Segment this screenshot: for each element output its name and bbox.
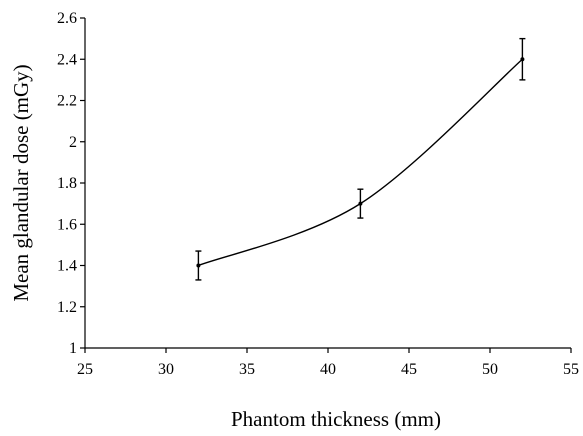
y-tick-label: 1.2: [57, 299, 77, 316]
x-tick-label: 35: [239, 361, 255, 378]
data-point: [358, 201, 363, 206]
y-tick-label: 1.6: [57, 216, 77, 233]
y-tick-label: 2.6: [57, 10, 77, 27]
y-axis-title: Mean glandular dose (mGy): [9, 64, 33, 301]
x-tick-label: 55: [563, 361, 579, 378]
x-tick-label: 50: [482, 361, 498, 378]
x-tick-label: 30: [158, 361, 174, 378]
y-tick-label: 2.2: [57, 93, 77, 110]
y-tick-label: 2.4: [57, 51, 77, 68]
series-line: [198, 58, 523, 267]
data-point: [196, 263, 201, 268]
data-point: [520, 57, 525, 62]
x-axis-title: Phantom thickness (mm): [231, 407, 441, 431]
y-tick-label: 1: [69, 340, 77, 357]
x-tick-label: 25: [77, 361, 93, 378]
y-tick-label: 1.8: [57, 175, 77, 192]
series-group: [195, 37, 526, 281]
ticks: 1 1.2 1.4 1.6 1.8 2 2.2 2.4 2.6 25 30 35 40 45 50 55: [57, 10, 579, 378]
y-tick-label: 2: [69, 134, 77, 151]
x-tick-label: 40: [320, 361, 336, 378]
y-tick-label: 1.4: [57, 258, 77, 275]
axes: [84, 18, 571, 349]
x-tick-label: 45: [401, 361, 417, 378]
